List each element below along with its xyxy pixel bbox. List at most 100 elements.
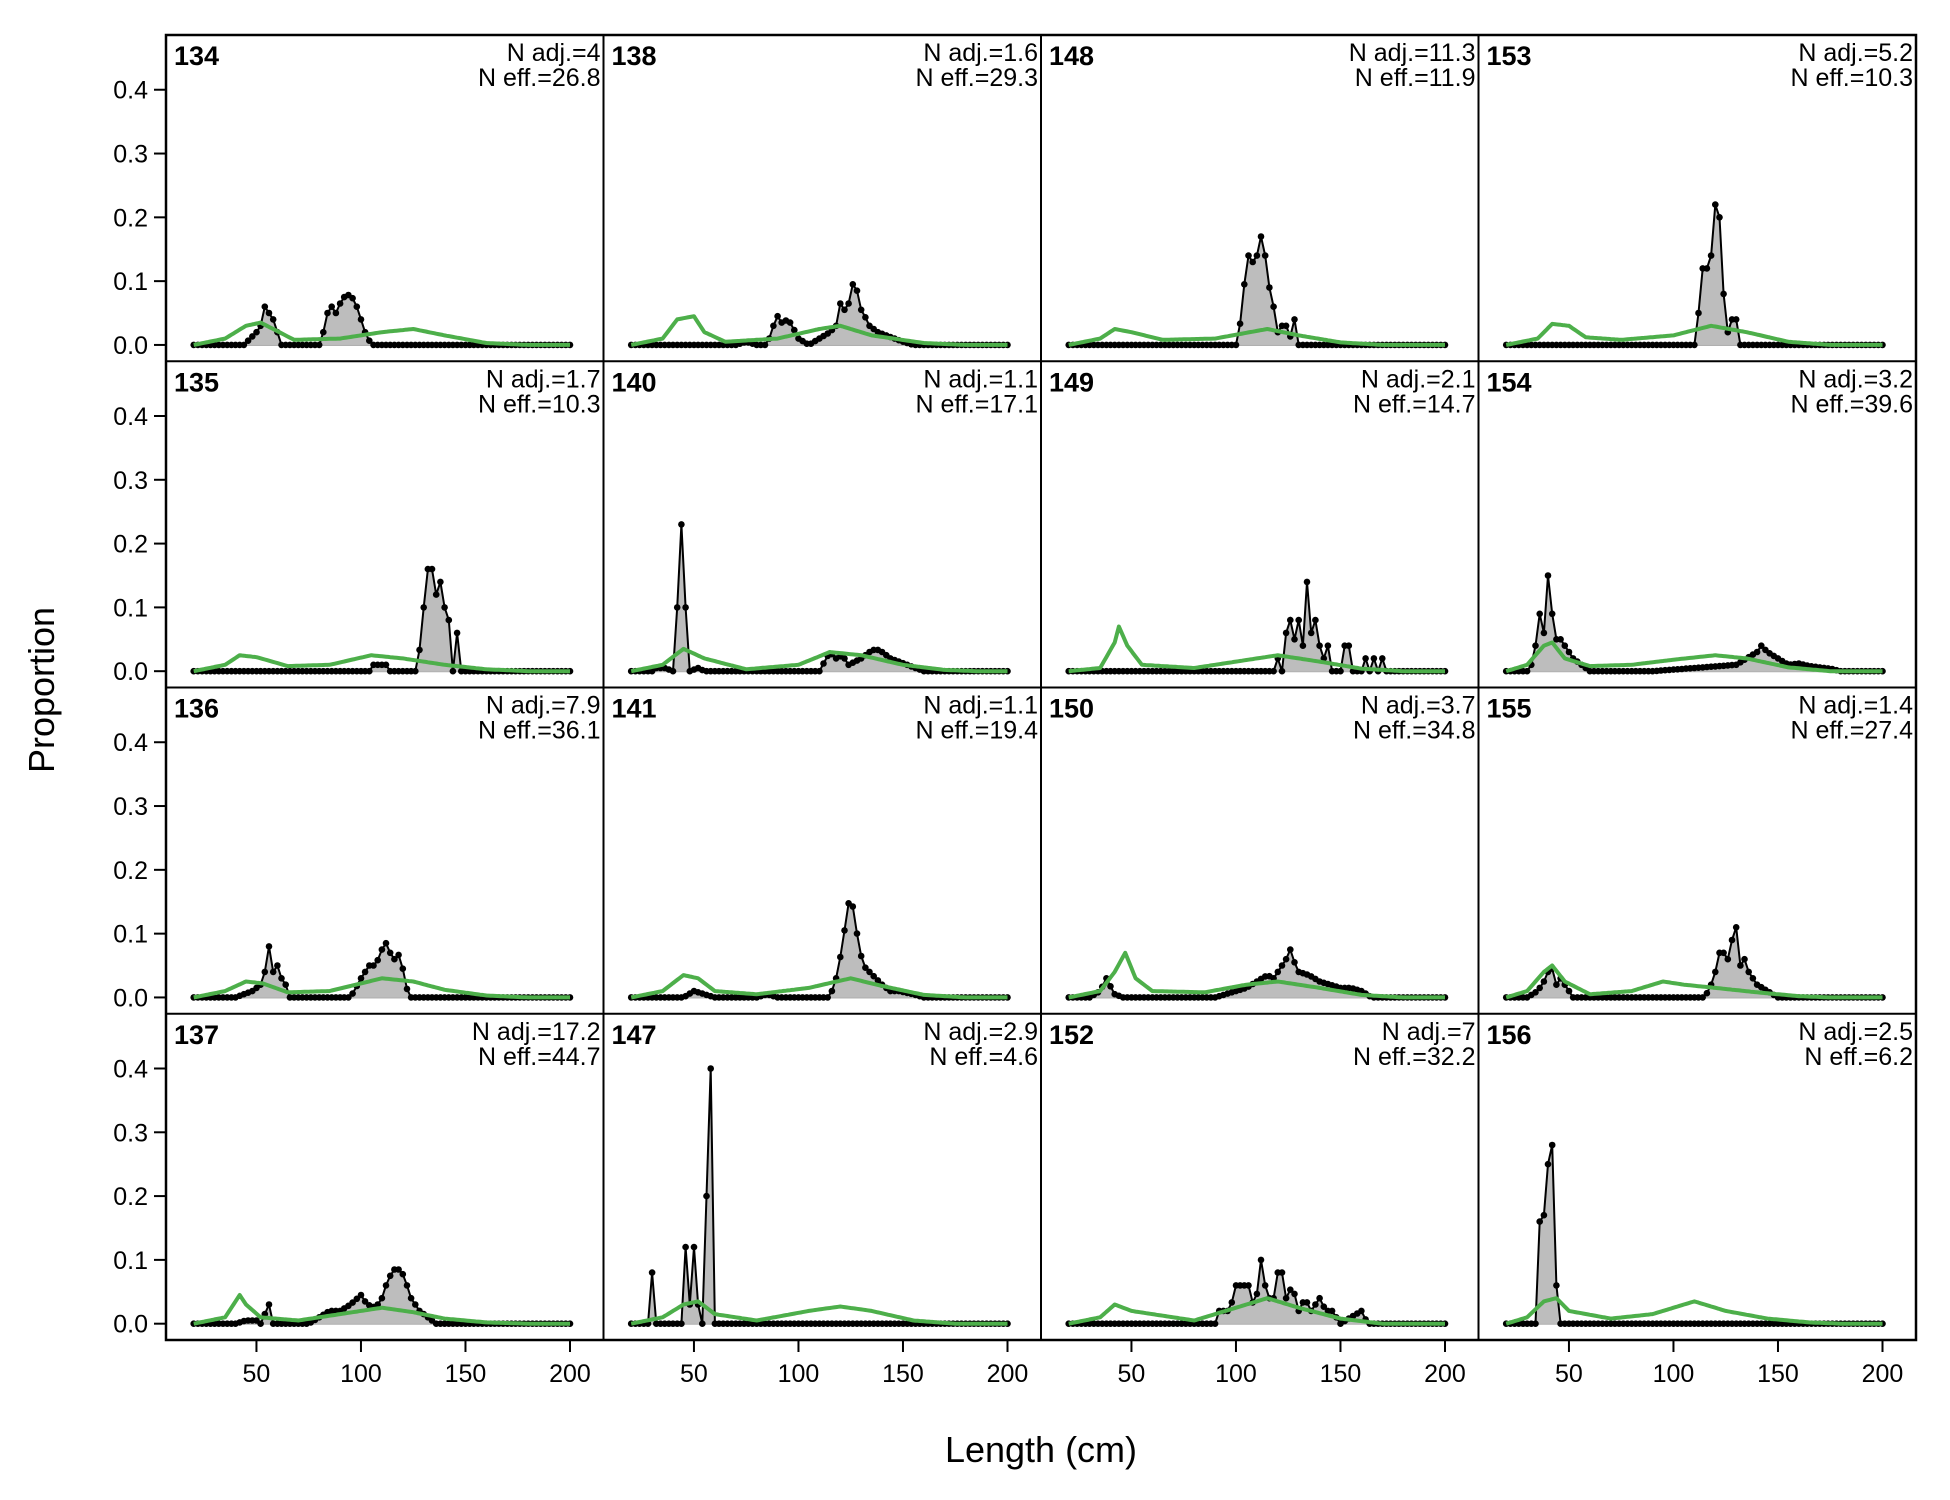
observed-point (1536, 610, 1543, 618)
panel-156: 156 N adj.=2.5N eff.=6.2 (1487, 1018, 1913, 1327)
plot-frame (164, 33, 1918, 1342)
observed-point (1540, 629, 1548, 637)
y-tick-label: 0.3 (113, 793, 148, 821)
observed-point (1232, 341, 1240, 349)
y-tick-label: 0.2 (113, 204, 148, 232)
n-eff-label: N eff.=27.4 (1790, 717, 1913, 745)
observed-point (1716, 214, 1723, 221)
observed-point (332, 309, 340, 317)
x-tick-label: 50 (1555, 1360, 1583, 1388)
n-eff-label: N eff.=19.4 (915, 717, 1038, 745)
n-adj-label: N adj.=7.9 (486, 692, 601, 720)
observed-point (1295, 616, 1302, 624)
observed-point (857, 306, 865, 314)
observed-point (395, 1266, 402, 1273)
y-tick-label: 0.1 (113, 594, 148, 622)
observed-point (841, 306, 848, 314)
observed-point (1523, 667, 1531, 675)
observed-point (386, 949, 394, 957)
x-tick-label: 150 (882, 1360, 924, 1388)
y-tick-label: 0.4 (113, 729, 148, 757)
observed-point (853, 287, 861, 295)
y-tick-label: 0.0 (113, 984, 148, 1012)
observed-point (1282, 955, 1290, 963)
observed-point (1287, 946, 1294, 953)
panel-id-label: 136 (174, 694, 219, 724)
y-tick-label: 0.3 (113, 1119, 148, 1147)
observed-point (412, 1301, 419, 1308)
panel-135: 135 N adj.=1.7N eff.=10.3 (174, 365, 601, 675)
observed-point (391, 955, 398, 963)
observed-point (249, 333, 256, 340)
y-tick-label: 0.3 (113, 467, 148, 495)
observed-point (1753, 648, 1761, 656)
x-tick-label: 50 (243, 1360, 271, 1388)
observed-point (1741, 955, 1748, 963)
n-adj-label: N adj.=1.4 (1798, 692, 1913, 720)
observed-point (253, 328, 260, 336)
observed-point (1745, 968, 1752, 976)
n-eff-label: N eff.=6.2 (1804, 1043, 1913, 1071)
observed-point (866, 968, 873, 976)
panel-id-label: 135 (174, 367, 219, 397)
observed-point (407, 1294, 415, 1302)
observed-point (1540, 1211, 1548, 1219)
observed-point (1303, 578, 1311, 586)
n-adj-label: N adj.=2.5 (1798, 1018, 1913, 1046)
observed-point (416, 646, 423, 654)
observed-point (357, 1291, 365, 1299)
observed-point (837, 953, 844, 961)
observed-point (682, 604, 689, 611)
observed-point (1548, 1141, 1556, 1149)
observed-point (1532, 1320, 1539, 1327)
panel-id-label: 153 (1487, 41, 1532, 71)
n-eff-label: N eff.=26.8 (478, 64, 601, 92)
panel-id-label: 154 (1487, 367, 1532, 397)
observed-point (345, 994, 352, 1001)
y-tick-label: 0.1 (113, 921, 148, 949)
observed-point (862, 964, 869, 971)
observed-area (193, 943, 570, 998)
observed-point (690, 1243, 698, 1251)
observed-point (1358, 1307, 1365, 1315)
observed-point (437, 578, 444, 586)
n-adj-label: N adj.=17.2 (472, 1018, 601, 1046)
observed-point (320, 328, 327, 336)
n-adj-label: N adj.=2.1 (1361, 365, 1476, 393)
observed-point (265, 309, 273, 317)
x-tick-label: 200 (549, 1360, 591, 1388)
observed-point (1282, 629, 1290, 637)
observed-point (1291, 1290, 1298, 1298)
observed-point (1282, 1294, 1290, 1302)
observed-point (441, 604, 448, 611)
observed-point (1316, 1294, 1323, 1302)
panel-148: 148 N adj.=11.3N eff.=11.9 (1049, 39, 1476, 349)
panel-id-label: 148 (1049, 41, 1094, 71)
observed-point (648, 1269, 656, 1276)
observed-point (370, 962, 377, 969)
observed-point (761, 341, 769, 349)
observed-point (770, 322, 777, 330)
observed-point (1548, 610, 1556, 618)
y-tick-label: 0.1 (113, 1247, 148, 1275)
observed-point (240, 341, 248, 349)
observed-point (1211, 1320, 1219, 1327)
observed-point (1712, 968, 1719, 976)
observed-point (1720, 290, 1727, 298)
observed-point (282, 981, 290, 988)
observed-point (1303, 1299, 1311, 1306)
y-tick-label: 0.2 (113, 531, 148, 559)
x-tick-label: 100 (1653, 1360, 1695, 1388)
observed-point (324, 309, 331, 317)
observed-point (1720, 949, 1727, 957)
observed-point (1370, 655, 1378, 662)
observed-points (1502, 924, 1886, 1001)
observed-area (1068, 1259, 1445, 1324)
expected-line (1068, 1296, 1445, 1326)
observed-point (269, 968, 277, 976)
observed-point (378, 946, 386, 953)
x-tick-label: 150 (1320, 1360, 1362, 1388)
observed-point (1228, 1299, 1236, 1306)
